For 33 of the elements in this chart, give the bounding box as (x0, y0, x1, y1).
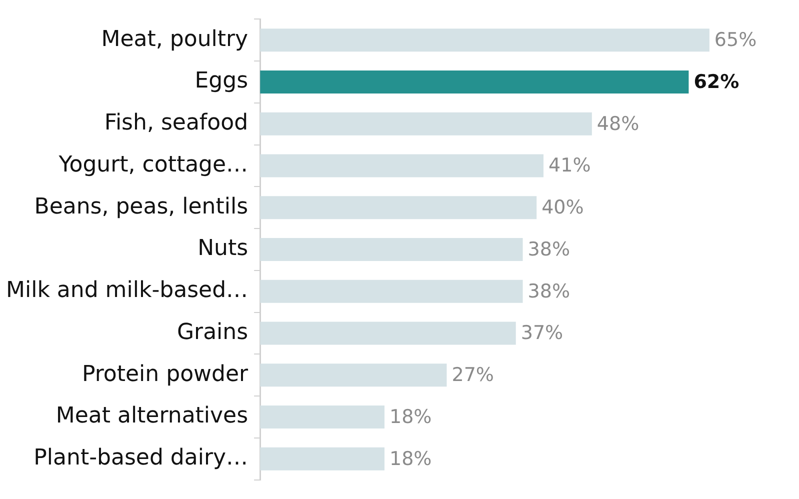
bar (260, 154, 544, 178)
data-label: 27% (452, 364, 494, 386)
data-label: 62% (694, 70, 740, 93)
data-label: 41% (548, 154, 591, 177)
bar (260, 405, 385, 429)
bar (260, 28, 710, 52)
y-tick-label: Meat alternatives (56, 404, 248, 429)
y-tick-label: Meat, poultry (101, 26, 248, 52)
data-label: 18% (390, 448, 432, 470)
bar (260, 196, 537, 220)
bar (260, 70, 689, 94)
bar (260, 364, 447, 387)
y-tick-label: Fish, seafood (104, 110, 248, 136)
y-tick-label: Beans, peas, lentils (34, 194, 248, 220)
y-tick-label: Nuts (198, 236, 248, 262)
y-tick-label: Milk and milk-based… (6, 278, 248, 304)
bar (260, 280, 523, 303)
bar (260, 238, 523, 262)
y-tick-label: Plant-based dairy… (34, 446, 248, 471)
y-tick-label: Yogurt, cottage… (58, 152, 248, 178)
bar (260, 112, 592, 136)
y-tick-label: Eggs (194, 68, 248, 94)
data-label: 65% (714, 29, 757, 52)
data-label: 48% (596, 112, 640, 135)
y-tick-label: Protein powder (82, 362, 250, 387)
data-label: 38% (528, 280, 570, 302)
data-label: 37% (520, 322, 564, 344)
data-label: 38% (528, 238, 570, 260)
y-tick-label: Grains (176, 320, 248, 345)
bar (260, 322, 516, 345)
data-label: 40% (542, 196, 584, 219)
data-label: 18% (390, 406, 432, 428)
bar (260, 447, 385, 470)
